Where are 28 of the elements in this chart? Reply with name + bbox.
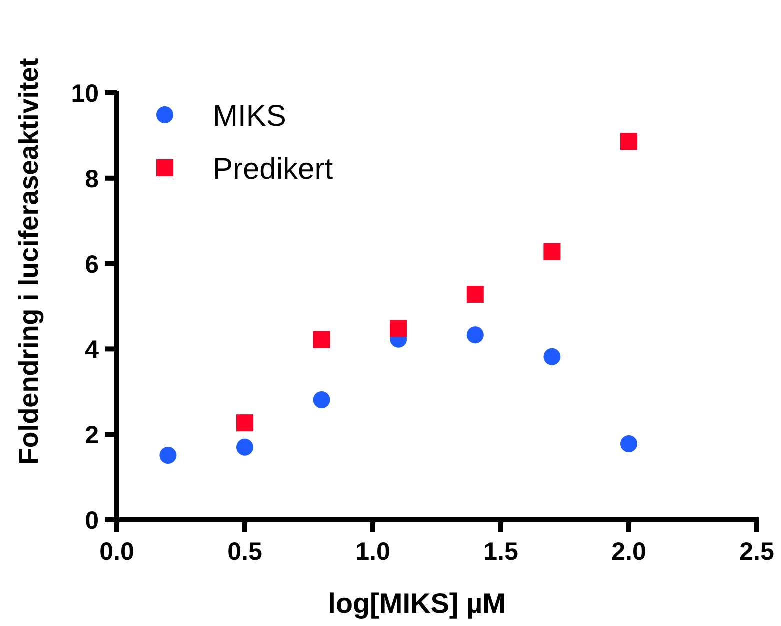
y-tick-label: 8 (85, 165, 100, 194)
y-tick-label: 0 (85, 507, 99, 535)
x-tick-label: 0.0 (100, 538, 134, 566)
point (390, 320, 408, 338)
y-tick-label: 2 (85, 422, 99, 450)
point (544, 243, 561, 260)
y-axis-title: Foldendring i luciferaseaktivitet (14, 58, 44, 465)
legend-label: MIKS (213, 100, 286, 133)
y-tick-label: 10 (71, 80, 99, 108)
y-tick-label: 6 (85, 250, 99, 279)
point (313, 331, 330, 348)
x-tick-label: 2.5 (740, 538, 774, 566)
point (620, 435, 638, 452)
x-axis-title: log[MIKS] µM (328, 588, 506, 619)
point (466, 286, 484, 304)
point (160, 447, 177, 464)
x-tick-label: 0.5 (228, 538, 262, 566)
y-tick-label: 4 (85, 336, 100, 364)
point (236, 414, 254, 432)
point (620, 133, 638, 150)
point (236, 438, 254, 456)
point (466, 326, 484, 344)
point (313, 392, 330, 409)
x-tick-label: 1.5 (484, 538, 518, 566)
point (544, 348, 561, 366)
x-tick-label: 1.0 (356, 538, 390, 566)
x-tick-label: 2.0 (612, 538, 646, 566)
legend-label: Predikert (213, 153, 334, 186)
